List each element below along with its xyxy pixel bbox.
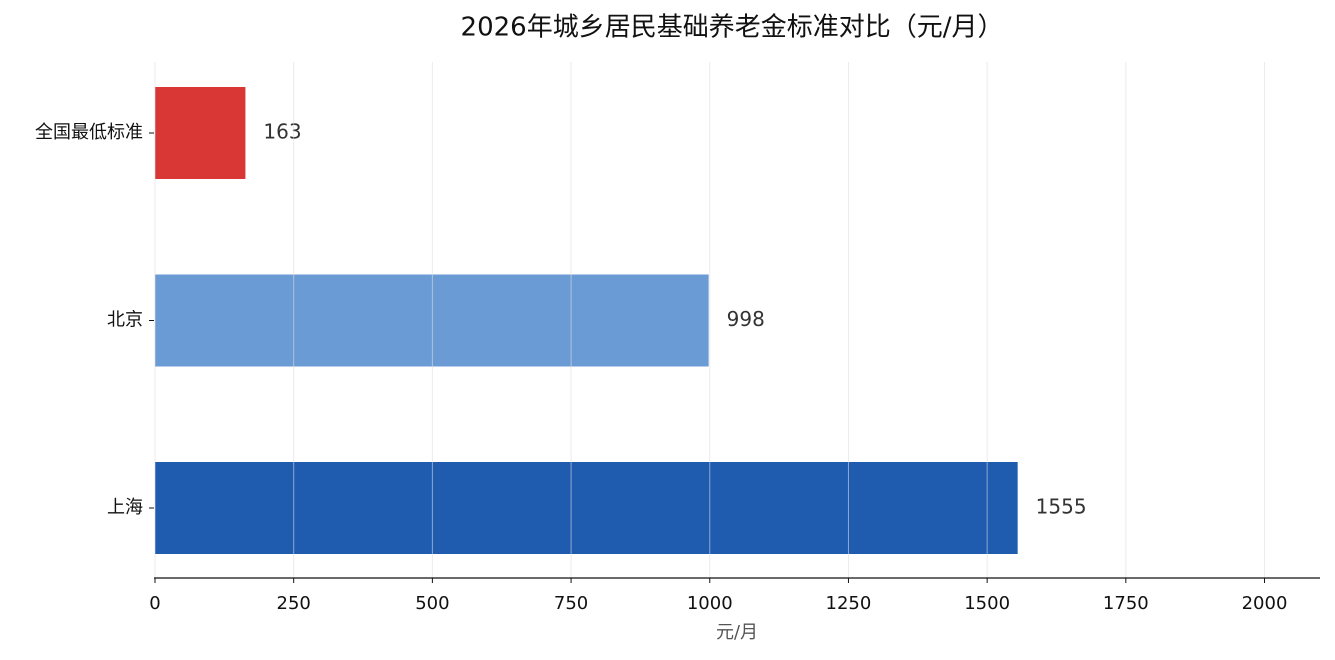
chart-title: 2026年城乡居民基础养老金标准对比（元/月） — [461, 13, 1004, 43]
y-tick-label: 北京 — [107, 310, 143, 331]
x-axis-label: 元/月 — [716, 622, 758, 643]
value-label: 1555 — [1036, 495, 1087, 519]
x-tick-label: 0 — [149, 593, 160, 614]
y-tick-label: 上海 — [107, 497, 143, 518]
value-label: 163 — [263, 120, 301, 144]
x-tick-label: 1000 — [687, 593, 733, 614]
value-label: 998 — [727, 307, 765, 331]
x-tick-label: 750 — [554, 593, 588, 614]
x-tick-label: 1750 — [1103, 593, 1149, 614]
x-tick-label: 250 — [277, 593, 311, 614]
x-tick-label: 1500 — [964, 593, 1010, 614]
bar — [155, 462, 1018, 554]
x-tick-label: 500 — [415, 593, 449, 614]
x-tick-label: 1250 — [826, 593, 872, 614]
bar — [155, 87, 246, 179]
y-tick-label: 全国最低标准 — [35, 122, 143, 143]
bar — [155, 274, 709, 367]
x-tick-label: 2000 — [1242, 593, 1288, 614]
